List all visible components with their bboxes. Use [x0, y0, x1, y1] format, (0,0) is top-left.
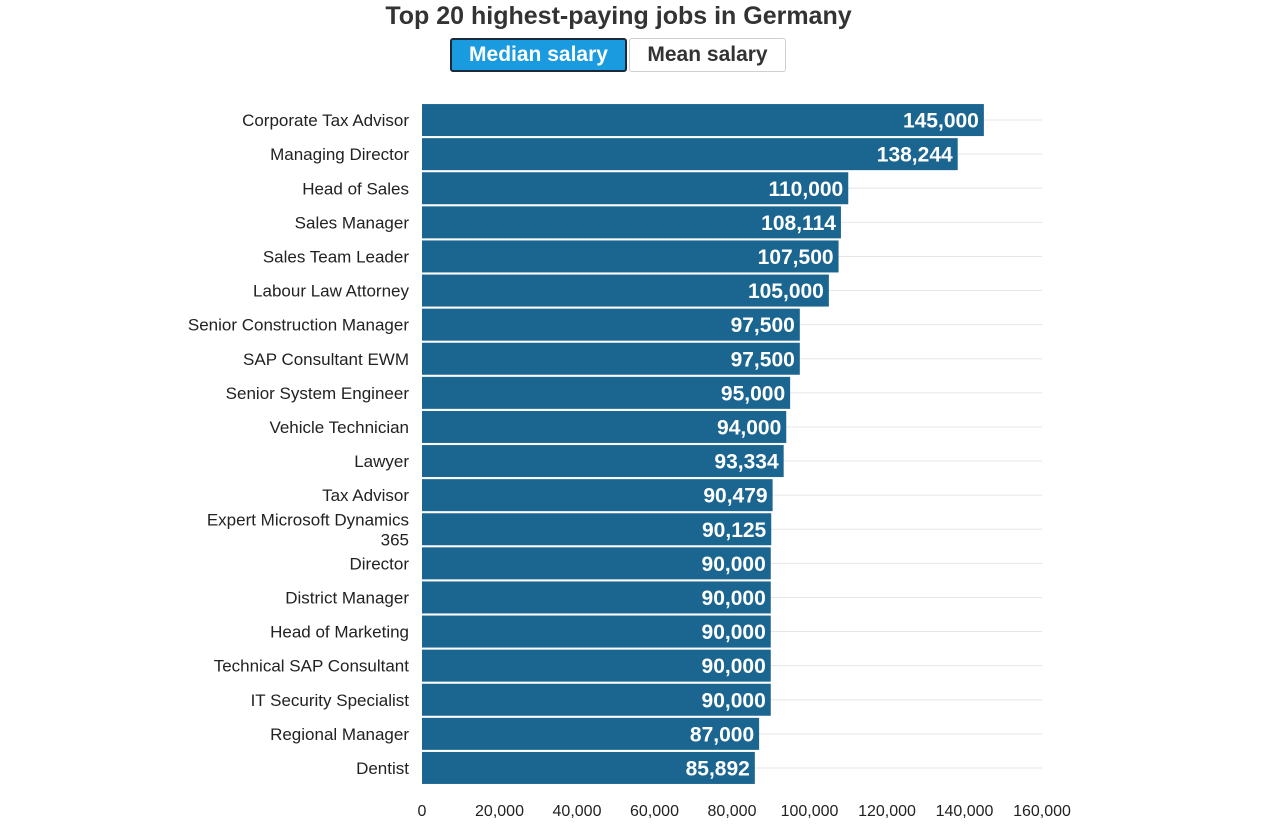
category-label: Tax Advisor — [322, 486, 409, 505]
bar — [422, 547, 771, 580]
salary-toggle: Median salary Mean salary — [450, 38, 786, 72]
bar — [422, 513, 772, 546]
x-tick-label: 140,000 — [936, 803, 994, 820]
bar — [422, 376, 791, 409]
bar-value-label: 90,000 — [702, 655, 766, 678]
bar — [422, 138, 958, 171]
bar-value-label: 90,000 — [702, 621, 766, 644]
x-tick-label: 60,000 — [630, 803, 679, 820]
bar-value-label: 95,000 — [721, 382, 785, 405]
bar-value-label: 90,000 — [702, 689, 766, 712]
bar-value-label: 145,000 — [903, 110, 979, 133]
bar-value-label: 94,000 — [717, 416, 781, 439]
category-label: IT Security Specialist — [251, 691, 410, 710]
bar-value-label: 93,334 — [714, 451, 779, 474]
category-label: Head of Sales — [302, 179, 409, 198]
category-label: Technical SAP Consultant — [214, 657, 410, 676]
category-label: District Manager — [285, 588, 409, 607]
bar — [422, 683, 771, 716]
bar — [422, 410, 787, 443]
category-label: Regional Manager — [270, 725, 409, 744]
bar-value-label: 110,000 — [768, 178, 843, 201]
x-tick-label: 0 — [418, 803, 427, 820]
x-tick-label: 100,000 — [781, 803, 839, 820]
category-label: Vehicle Technician — [269, 418, 409, 437]
category-label: Head of Marketing — [270, 623, 409, 642]
bar — [422, 274, 829, 307]
bar-value-label: 97,500 — [731, 348, 795, 371]
category-label: Sales Manager — [295, 213, 410, 232]
bar — [422, 649, 771, 682]
bar — [422, 172, 849, 205]
bar — [422, 615, 771, 648]
bar-value-label: 90,125 — [702, 519, 767, 542]
category-label: Labour Law Attorney — [253, 282, 409, 301]
bar — [422, 479, 773, 512]
x-tick-label: 40,000 — [553, 803, 602, 820]
category-label: Senior Construction Manager — [188, 316, 409, 335]
category-label: Dentist — [356, 759, 409, 778]
bar-value-label: 87,000 — [690, 723, 754, 746]
bar — [422, 240, 839, 273]
x-tick-label: 120,000 — [858, 803, 916, 820]
bar-value-label: 85,892 — [686, 757, 750, 780]
bar — [422, 717, 760, 750]
category-label: Lawyer — [354, 452, 409, 471]
mean-salary-button[interactable]: Mean salary — [629, 38, 786, 72]
bar-value-label: 90,000 — [702, 553, 766, 576]
bar-value-label: 108,114 — [761, 212, 836, 235]
bar-value-label: 97,500 — [731, 314, 795, 337]
category-label: Corporate Tax Advisor — [242, 111, 409, 130]
bar — [422, 445, 784, 478]
x-tick-label: 80,000 — [708, 803, 757, 820]
category-label: SAP Consultant EWM — [243, 350, 409, 369]
bar-value-label: 105,000 — [748, 280, 824, 303]
bar-value-label: 138,244 — [877, 144, 953, 167]
category-label: Director — [349, 554, 409, 573]
category-label: Sales Team Leader — [263, 247, 410, 266]
category-label: Expert Microsoft Dynamics 365 — [207, 510, 409, 549]
bar — [422, 308, 800, 341]
bar — [422, 104, 984, 137]
bar — [422, 581, 771, 614]
bar — [422, 342, 800, 375]
category-label: Managing Director — [270, 145, 409, 164]
bar — [422, 206, 841, 239]
bar — [422, 751, 755, 784]
bar-value-label: 90,000 — [702, 587, 766, 610]
x-tick-label: 160,000 — [1013, 803, 1071, 820]
bar-value-label: 90,479 — [703, 485, 767, 508]
chart-title: Top 20 highest-paying jobs in Germany — [385, 2, 852, 30]
x-tick-label: 20,000 — [475, 803, 524, 820]
category-label: Senior System Engineer — [226, 384, 410, 403]
bar-value-label: 107,500 — [758, 246, 834, 269]
median-salary-button[interactable]: Median salary — [450, 38, 627, 72]
